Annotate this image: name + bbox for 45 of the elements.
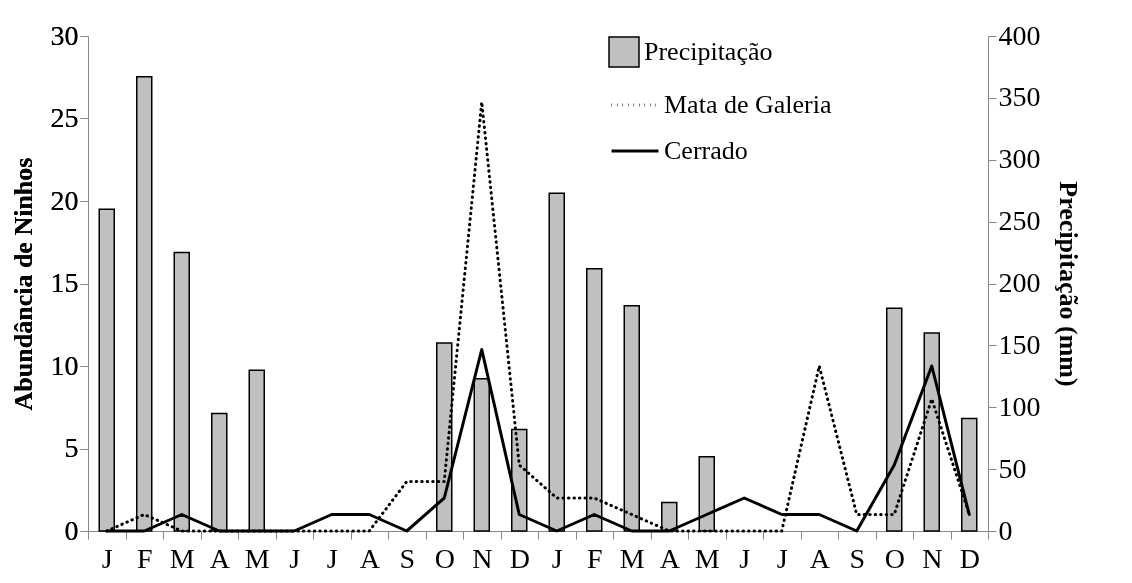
x-tick-label: S [849,542,866,574]
x-tick-label: M [619,542,645,574]
y2-tick-label: 150 [998,328,1041,360]
x-tick-label: J [289,542,301,574]
y2-tick-label: 50 [998,452,1027,484]
legend-label: Precipitação [644,37,773,66]
y2-tick-label: 300 [998,143,1041,175]
y2-tick-label: 100 [998,390,1041,422]
x-tick-label: F [586,542,603,574]
y2-tick-label: 200 [998,267,1041,298]
y2-tick-label: 250 [998,205,1041,237]
y2-tick-label: 350 [998,81,1041,113]
y-axis-title: Abundância de Ninhos [8,157,38,411]
x-tick-label: J [739,542,751,574]
x-tick-label: N [922,542,943,574]
y-tick-label: 5 [64,432,79,463]
y2-tick-label: 0 [998,514,1013,546]
x-tick-label: J [776,542,788,574]
y-tick-label: 30 [50,19,79,51]
y-tick-label: 0 [64,514,79,546]
x-tick-label: D [959,542,980,574]
x-tick-label: O [884,542,905,574]
y2-axis-title: Precipitação (mm) [1053,181,1083,387]
x-tick-label: A [659,542,681,574]
x-tick-label: M [694,542,720,574]
x-tick-label: J [326,542,338,574]
x-tick-label: J [551,542,563,574]
x-tick-label: O [434,542,455,574]
y-tick-label: 25 [50,102,79,133]
x-tick-label: M [244,542,270,574]
legend-label: Mata de Galeria [664,90,832,119]
x-tick-label: F [136,542,153,574]
x-tick-label: D [509,542,530,574]
y2-tick-label: 400 [998,19,1041,51]
x-tick-label: N [472,542,493,574]
y-tick-label: 10 [50,349,79,381]
x-tick-label: J [101,542,113,574]
x-tick-label: A [209,542,231,574]
x-tick-label: M [169,542,195,574]
x-tick-label: A [809,542,831,574]
x-tick-label: S [399,542,416,574]
x-tick-label: A [359,542,381,574]
legend-label: Cerrado [664,136,748,165]
y-tick-label: 20 [50,184,79,216]
y-tick-label: 15 [50,267,79,298]
